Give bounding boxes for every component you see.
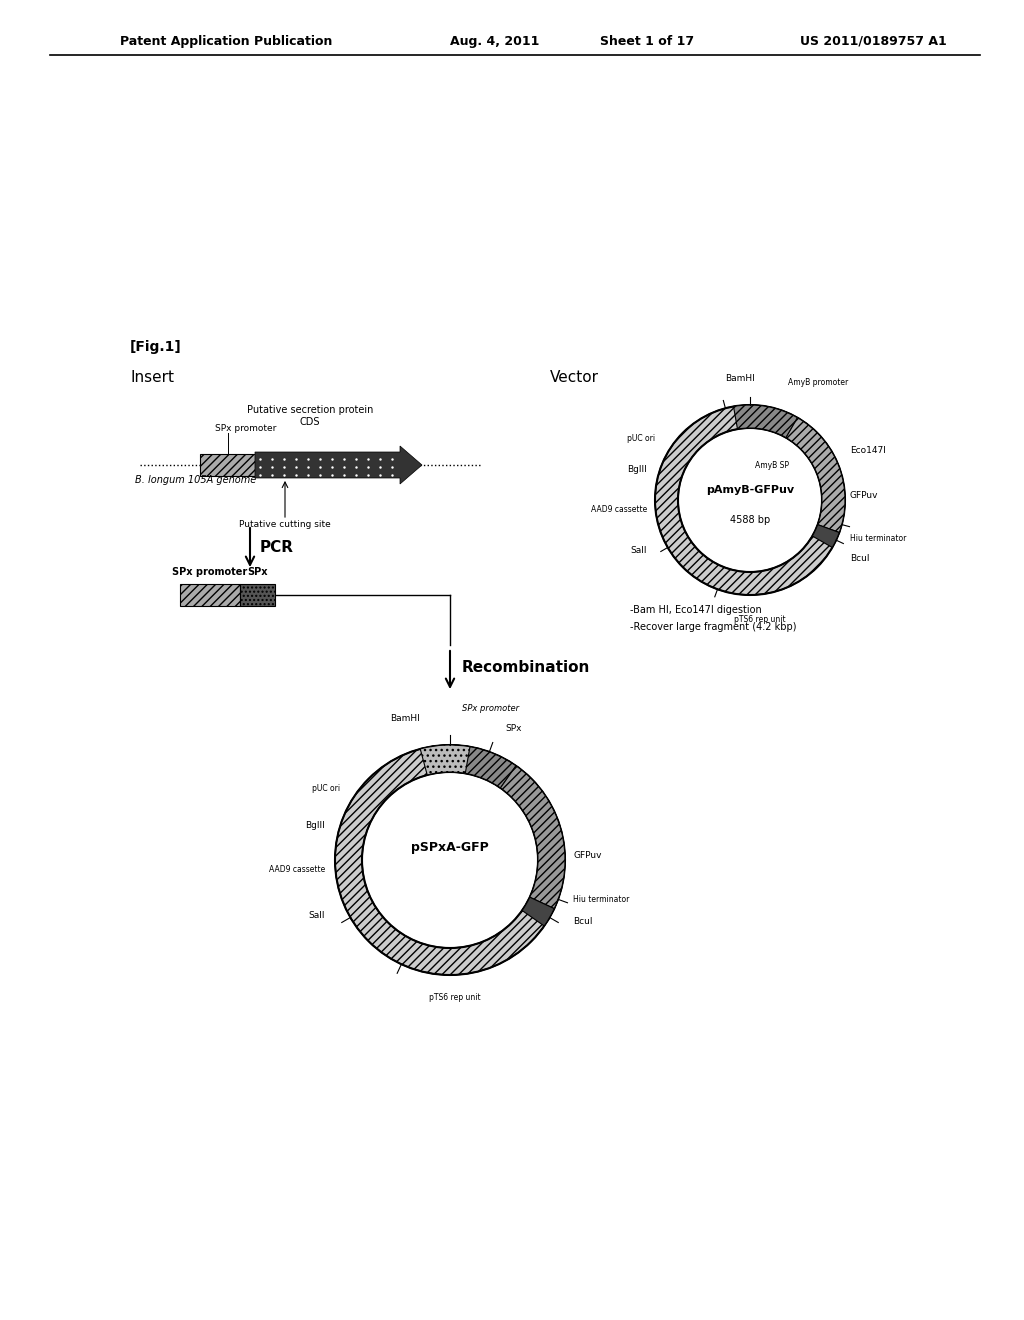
Text: PCR: PCR (260, 540, 294, 554)
Polygon shape (255, 446, 422, 484)
Text: GFPuv: GFPuv (850, 491, 879, 499)
Text: Patent Application Publication: Patent Application Publication (120, 36, 333, 48)
Wedge shape (522, 898, 554, 925)
Text: Sheet 1 of 17: Sheet 1 of 17 (600, 36, 694, 48)
Text: BamHI: BamHI (725, 374, 755, 383)
Text: SPx: SPx (505, 723, 521, 733)
Bar (200, 454, 255, 477)
Text: US 2011/0189757 A1: US 2011/0189757 A1 (800, 36, 947, 48)
Text: [Fig.1]: [Fig.1] (130, 341, 181, 354)
Text: B. longum 105A genome: B. longum 105A genome (135, 475, 256, 484)
Text: Putative cutting site: Putative cutting site (240, 520, 331, 529)
Bar (180, 583, 240, 606)
Text: BcuI: BcuI (850, 553, 869, 562)
Wedge shape (786, 417, 845, 532)
Text: BcuI: BcuI (573, 917, 593, 927)
Text: Recombination: Recombination (462, 660, 591, 676)
Text: Hiu terminator: Hiu terminator (850, 533, 906, 543)
Text: pUC ori: pUC ori (312, 784, 340, 792)
Wedge shape (812, 524, 840, 548)
Text: pSPxA-GFP: pSPxA-GFP (411, 842, 488, 854)
Wedge shape (420, 744, 470, 775)
Text: AmyB SP: AmyB SP (755, 461, 790, 470)
Text: pTS6 rep unit: pTS6 rep unit (429, 993, 481, 1002)
Text: Hiu terminator: Hiu terminator (573, 895, 630, 904)
Text: -Bam HI, Eco147I digestion: -Bam HI, Eco147I digestion (630, 605, 762, 615)
Bar (240, 583, 275, 606)
Text: Aug. 4, 2011: Aug. 4, 2011 (450, 36, 540, 48)
Text: GFPuv: GFPuv (573, 850, 601, 859)
Text: pTS6 rep unit: pTS6 rep unit (734, 615, 785, 624)
Text: -Recover large fragment (4.2 kbp): -Recover large fragment (4.2 kbp) (630, 622, 797, 632)
Text: Insert: Insert (130, 370, 174, 385)
Text: AmyB promoter: AmyB promoter (788, 378, 848, 387)
Text: BamHI: BamHI (390, 714, 420, 723)
Text: Eco147I: Eco147I (850, 446, 886, 455)
Text: 4588 bp: 4588 bp (730, 515, 770, 525)
Text: SPx promoter: SPx promoter (462, 704, 519, 713)
Text: BglII: BglII (628, 466, 647, 474)
Text: SPx promoter: SPx promoter (172, 568, 248, 577)
Text: AAD9 cassette: AAD9 cassette (591, 506, 647, 515)
Text: SalI: SalI (631, 545, 647, 554)
Text: SPx: SPx (247, 568, 267, 577)
Text: SPx promoter: SPx promoter (215, 424, 276, 433)
Text: CDS: CDS (300, 417, 321, 426)
Text: pAmyB-GFPuv: pAmyB-GFPuv (706, 484, 794, 495)
Wedge shape (733, 405, 798, 438)
Text: pUC ori: pUC ori (627, 433, 655, 442)
Text: Vector: Vector (550, 370, 599, 385)
Wedge shape (501, 766, 565, 908)
Wedge shape (430, 744, 516, 788)
Text: Putative secretion protein: Putative secretion protein (247, 405, 373, 414)
Text: BglII: BglII (305, 821, 325, 829)
Text: SalI: SalI (308, 911, 325, 920)
Text: AAD9 cassette: AAD9 cassette (268, 866, 325, 874)
